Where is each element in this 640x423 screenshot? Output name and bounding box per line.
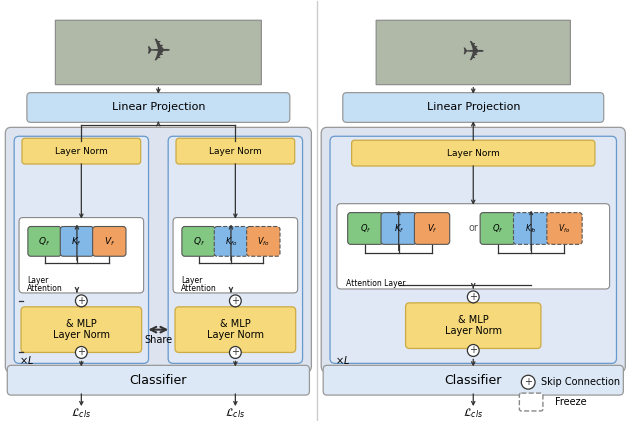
Text: Skip Connection: Skip Connection <box>541 377 620 387</box>
FancyBboxPatch shape <box>214 226 248 256</box>
Text: $K_f$: $K_f$ <box>72 235 83 247</box>
Text: Attention: Attention <box>27 284 63 293</box>
Circle shape <box>230 346 241 358</box>
Text: $\mathcal{L}_{cls}$: $\mathcal{L}_{cls}$ <box>225 406 245 420</box>
Text: $Q_f$: $Q_f$ <box>193 235 205 247</box>
FancyBboxPatch shape <box>330 136 616 363</box>
Text: $V_f$: $V_f$ <box>104 235 115 247</box>
Text: & MLP: & MLP <box>66 319 97 329</box>
Text: Layer Norm: Layer Norm <box>445 326 502 335</box>
Text: & MLP: & MLP <box>458 315 488 325</box>
Text: +: + <box>232 296 239 306</box>
Text: Linear Projection: Linear Projection <box>111 102 205 113</box>
Text: Layer Norm: Layer Norm <box>55 147 108 156</box>
FancyBboxPatch shape <box>480 213 515 244</box>
Text: Classifier: Classifier <box>130 374 187 387</box>
Text: $Q_f$: $Q_f$ <box>360 222 371 235</box>
FancyBboxPatch shape <box>93 226 126 256</box>
Circle shape <box>467 344 479 357</box>
Text: Layer: Layer <box>27 276 48 285</box>
Text: +: + <box>77 296 85 306</box>
Text: Layer Norm: Layer Norm <box>207 330 264 340</box>
FancyBboxPatch shape <box>7 365 309 395</box>
Text: Attention Layer: Attention Layer <box>346 279 405 288</box>
Text: $V_f$: $V_f$ <box>427 222 437 235</box>
Text: +: + <box>77 347 85 357</box>
Text: $\times L$: $\times L$ <box>335 354 350 366</box>
Text: $K_{fo}$: $K_{fo}$ <box>525 222 537 235</box>
Text: or: or <box>468 223 478 233</box>
FancyBboxPatch shape <box>176 138 294 164</box>
Text: $\mathcal{L}_{cls}$: $\mathcal{L}_{cls}$ <box>463 406 483 420</box>
FancyBboxPatch shape <box>5 127 312 372</box>
Text: ✈: ✈ <box>461 38 485 66</box>
Circle shape <box>522 375 535 389</box>
FancyBboxPatch shape <box>414 213 450 244</box>
Text: Layer: Layer <box>181 276 202 285</box>
Text: Attention: Attention <box>181 284 217 293</box>
FancyBboxPatch shape <box>406 303 541 349</box>
Circle shape <box>230 295 241 307</box>
Text: $\mathcal{L}_{cls}$: $\mathcal{L}_{cls}$ <box>71 406 92 420</box>
FancyBboxPatch shape <box>321 127 625 372</box>
Text: $K_{fo}$: $K_{fo}$ <box>225 235 237 247</box>
Text: $V_{fo}$: $V_{fo}$ <box>257 235 269 247</box>
Circle shape <box>76 295 87 307</box>
FancyBboxPatch shape <box>381 213 417 244</box>
Text: +: + <box>469 346 477 355</box>
FancyBboxPatch shape <box>376 20 570 85</box>
FancyBboxPatch shape <box>168 136 303 363</box>
FancyBboxPatch shape <box>55 20 261 85</box>
Circle shape <box>467 291 479 303</box>
FancyBboxPatch shape <box>351 140 595 166</box>
FancyBboxPatch shape <box>348 213 383 244</box>
Text: +: + <box>469 292 477 302</box>
FancyBboxPatch shape <box>175 307 296 352</box>
Text: Share: Share <box>144 335 172 345</box>
Text: +: + <box>524 377 532 387</box>
FancyBboxPatch shape <box>337 204 610 289</box>
FancyBboxPatch shape <box>22 138 141 164</box>
Text: Classifier: Classifier <box>445 374 502 387</box>
FancyBboxPatch shape <box>246 226 280 256</box>
FancyBboxPatch shape <box>60 226 93 256</box>
Text: Layer Norm: Layer Norm <box>447 148 500 158</box>
Text: $K_f$: $K_f$ <box>394 222 404 235</box>
Text: +: + <box>232 347 239 357</box>
Text: $Q_f$: $Q_f$ <box>492 222 504 235</box>
Text: Freeze: Freeze <box>555 397 586 407</box>
Circle shape <box>76 346 87 358</box>
FancyBboxPatch shape <box>28 226 61 256</box>
FancyBboxPatch shape <box>21 307 141 352</box>
FancyBboxPatch shape <box>27 93 290 122</box>
FancyBboxPatch shape <box>19 217 143 293</box>
Text: Layer Norm: Layer Norm <box>209 147 262 156</box>
Text: Layer Norm: Layer Norm <box>53 330 110 340</box>
Text: $\times L$: $\times L$ <box>19 354 34 366</box>
FancyBboxPatch shape <box>182 226 215 256</box>
Text: Linear Projection: Linear Projection <box>426 102 520 113</box>
Text: ✈: ✈ <box>146 38 171 67</box>
FancyBboxPatch shape <box>547 213 582 244</box>
Text: $V_{fo}$: $V_{fo}$ <box>559 222 571 235</box>
Text: $Q_f$: $Q_f$ <box>38 235 51 247</box>
FancyBboxPatch shape <box>323 365 623 395</box>
FancyBboxPatch shape <box>520 393 543 411</box>
FancyBboxPatch shape <box>513 213 548 244</box>
FancyBboxPatch shape <box>14 136 148 363</box>
Text: & MLP: & MLP <box>220 319 251 329</box>
FancyBboxPatch shape <box>173 217 298 293</box>
FancyBboxPatch shape <box>343 93 604 122</box>
